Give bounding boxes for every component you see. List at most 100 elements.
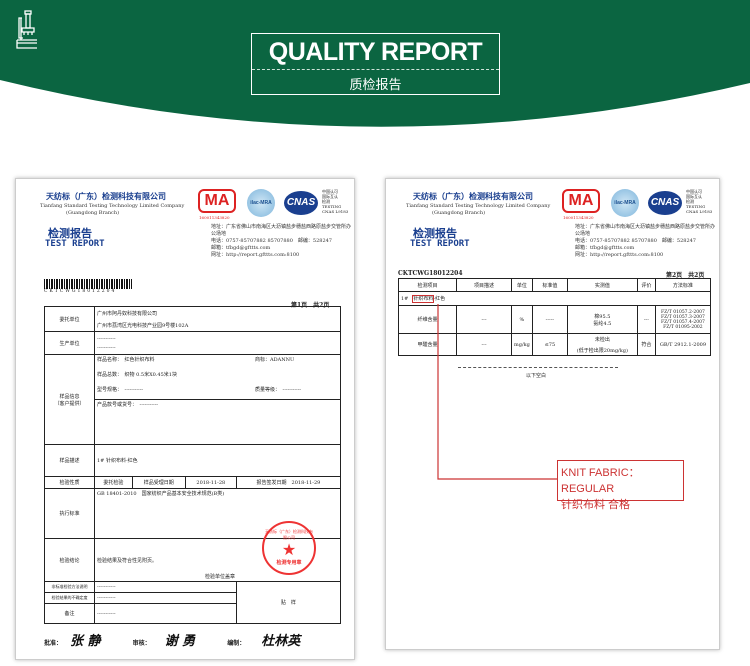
text: 符合 (636, 333, 656, 356)
callout-box: KNIT FABRIC：REGULAR 针织布料 合格 (557, 460, 684, 511)
text: 贴 样 (235, 581, 342, 624)
divider (252, 69, 499, 70)
text: FZ/T 01057.3-2007 (661, 314, 705, 320)
text: --- (456, 333, 512, 356)
text: FZ/T 01057.2-2007 (661, 309, 705, 315)
text: 备注 (44, 603, 95, 624)
text: CNAS L9183 (686, 209, 713, 214)
text: ----------- (94, 592, 237, 604)
text: 网址：http://report.gfttts.com:8100 (575, 252, 664, 258)
text: 执行标准 (44, 488, 95, 539)
text: 国际互认 (686, 194, 702, 199)
text: 产品款号或货号： (97, 402, 135, 408)
report-table: 委托单位 广州市阿丹奴科技有限公司广州市荔湾区光电科技产业园9号楼102A 生产单… (44, 306, 342, 624)
cnas-text: 中国认可 国际互认 检测 TESTING CNAS L9183 (322, 189, 348, 214)
text: 商标： (255, 357, 271, 363)
text: TESTING (686, 204, 706, 209)
contact-info: 地址：广东省佛山市南海区大沥镇盐步穗盐西路原盐步交管所办公场地 电话：0757-8… (211, 224, 351, 259)
text: --- (456, 305, 512, 334)
company-name: 天纺标（广东）检测科技有限公司 (46, 191, 166, 201)
banner-background (0, 0, 750, 127)
text: CNAS (286, 197, 316, 208)
report-page-2: 天纺标（广东）检测科技有限公司 Tianfang Standard Testin… (385, 178, 720, 650)
text: 检测专用章 (276, 560, 302, 566)
text: ----------- (97, 335, 116, 342)
text: ilac-MRA (614, 200, 636, 206)
text: 地址：广东省佛山市南海区大沥镇盐步穗盐西路原盐步交管所办公场地 (575, 224, 716, 237)
text: 检测项目 (398, 278, 457, 292)
text: ≤75 (531, 333, 568, 356)
text: ADANNU (270, 357, 295, 363)
cma-logo: MA (562, 189, 600, 213)
text: 检验单位盖章 (205, 574, 236, 580)
page-subtitle: 质检报告 (349, 77, 402, 92)
cma-number: 160011343820 (199, 215, 230, 220)
text: 样品名称： (97, 357, 120, 363)
text: 红色针织布料 (124, 357, 155, 363)
page-title: QUALITY REPORT (268, 38, 483, 66)
text: 邮箱：tfbgd@gfttts.com (211, 245, 271, 251)
text: 生产单位 (44, 331, 95, 355)
barcode (44, 279, 132, 289)
text: ----------- (139, 402, 159, 408)
text: -红色 (433, 296, 446, 302)
text: 项目描述 (456, 278, 512, 292)
text: MA (568, 192, 594, 209)
divider (458, 367, 618, 368)
text: 非标准检验方法说明 (44, 581, 95, 593)
text: 委托检验 (94, 476, 133, 489)
text: ----------- (124, 387, 144, 393)
text: mg/kg (511, 333, 533, 356)
text: 网址：http://report.gfttts.com:8100 (211, 252, 300, 258)
text: 张 静 (70, 634, 101, 649)
report-title-cn: 检测报告 (413, 227, 457, 240)
barcode-number: CKTCWG18012204 (44, 289, 117, 294)
text: --- (636, 305, 656, 334)
text: 方法标准 (654, 278, 712, 292)
cnas-text: 中国认可 国际互认 检测 TESTING CNAS L9183 (686, 189, 712, 214)
company-name-en: Tianfang Standard Testing Technology Lim… (40, 203, 185, 209)
company-name-en: Tianfang Standard Testing Technology Lim… (406, 203, 551, 209)
text: 中国认可 (686, 189, 702, 194)
text: 纤维含量 (398, 305, 457, 334)
text: MA (204, 192, 230, 209)
star-icon: ★ (281, 540, 297, 559)
company-branch: (Guangdong Branch) (432, 210, 486, 216)
text: 2018-11-29 (291, 480, 321, 486)
text: 标准值 (531, 278, 568, 292)
report-title-en: TEST REPORT (410, 239, 470, 249)
callout-line-2: 针织布料 合格 (561, 499, 631, 511)
report-code: CKTCWG18012204 (398, 270, 463, 277)
text: 检验结果及符合性见附页。 (97, 557, 158, 564)
text: 广州市阿丹奴科技有限公司 (97, 310, 158, 317)
text: (低于检出限20mg/kg) (576, 347, 628, 354)
text: 样品信息 （客户提供） (44, 354, 95, 445)
text: 棉95.5 (594, 313, 611, 320)
signatures: 批准： 张 静 审核： 谢 勇 编制： 杜林英 (44, 630, 344, 649)
text: CNAS (650, 197, 680, 208)
report-title-cn: 检测报告 (48, 227, 92, 240)
text: 针织布料 (412, 295, 435, 303)
text: 批准： (44, 640, 63, 647)
text: 未检出 (594, 336, 610, 343)
text: ilac-MRA (250, 200, 272, 206)
text: 中国认可 (322, 189, 338, 194)
text: 1# (401, 296, 409, 302)
cma-number: 160011343820 (563, 215, 594, 220)
blank-note: 以下空白 (526, 373, 547, 379)
page-number: 第1页 共2页 (291, 302, 330, 309)
text: 广州市荔湾区光电科技产业园9号楼102A (97, 322, 189, 329)
text: 检验结果的不确定度 (44, 592, 95, 604)
callout-line-1: KNIT FABRIC：REGULAR (561, 467, 640, 495)
text: 委托单位 (44, 306, 95, 332)
text: 质量等级： (255, 387, 278, 393)
text: 报告签发日期 (256, 480, 287, 486)
text: CNAS L9183 (322, 209, 349, 214)
text: 2018-11-28 (184, 476, 237, 489)
text: 国际互认 (322, 194, 338, 199)
text: ----------- (282, 387, 302, 393)
text: 审核： (132, 640, 151, 647)
text: 型号规格： (97, 387, 120, 393)
text: FZ/T 01095-2002 (663, 324, 703, 330)
text: FZ/T 01057.4-2007 (661, 319, 705, 325)
